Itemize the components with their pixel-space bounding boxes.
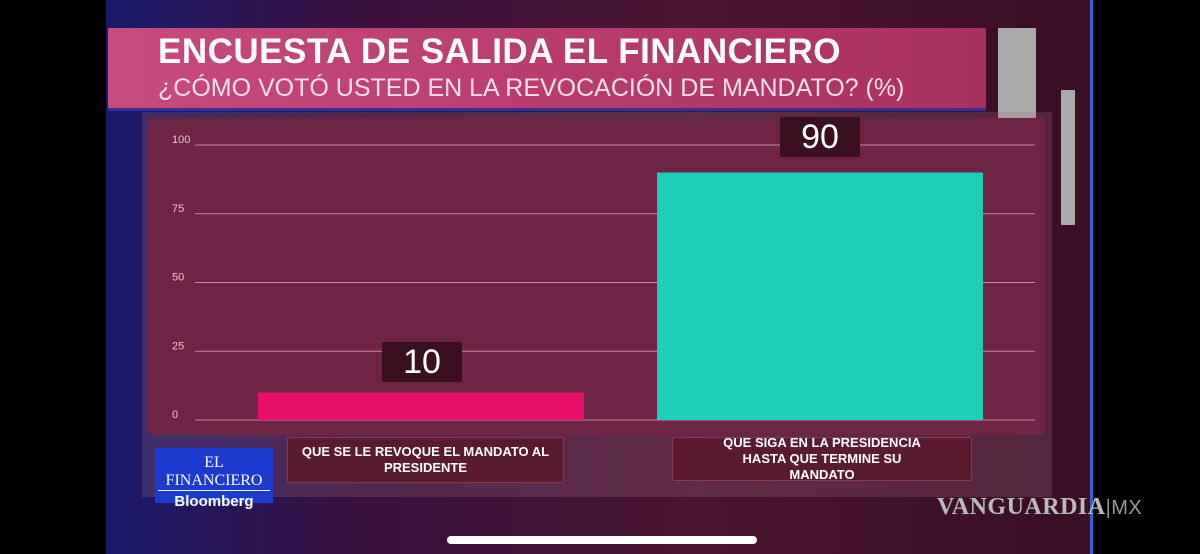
y-tick-label: 75 bbox=[172, 203, 184, 215]
category-label-revoque: QUE SE LE REVOQUE EL MANDATO AL PRESIDEN… bbox=[287, 437, 564, 483]
frame-edge bbox=[1090, 0, 1093, 554]
chart-title: ENCUESTA DE SALIDA EL FINANCIERO bbox=[158, 32, 841, 71]
decorative-bar bbox=[998, 28, 1036, 120]
logo-line1: EL FINANCIERO bbox=[158, 448, 270, 491]
vanguardia-watermark: VANGUARDIA|MX bbox=[937, 494, 1142, 521]
el-financiero-bloomberg-logo: EL FINANCIERO Bloomberg bbox=[155, 448, 273, 510]
category-label-siga: QUE SIGA EN LA PRESIDENCIA HASTA QUE TER… bbox=[672, 435, 972, 482]
bar-1 bbox=[657, 172, 983, 420]
decorative-bar bbox=[1061, 90, 1075, 225]
watermark-brand: VANGUARDIA bbox=[937, 494, 1106, 520]
bar-0 bbox=[258, 392, 584, 420]
watermark-suffix: |MX bbox=[1105, 497, 1143, 519]
title-banner: ENCUESTA DE SALIDA EL FINANCIERO ¿CÓMO V… bbox=[108, 28, 986, 111]
y-tick-label: 50 bbox=[172, 272, 184, 284]
y-tick-label: 100 bbox=[172, 134, 190, 146]
logo-line2: Bloomberg bbox=[174, 493, 254, 510]
y-tick-label: 25 bbox=[172, 340, 184, 352]
chart-subtitle: ¿CÓMO VOTÓ USTED EN LA REVOCACIÓN DE MAN… bbox=[158, 74, 905, 102]
data-label-revoque: 10 bbox=[382, 342, 462, 382]
home-indicator[interactable] bbox=[447, 536, 757, 544]
data-label-siga: 90 bbox=[780, 117, 860, 157]
y-tick-label: 0 bbox=[172, 409, 178, 421]
